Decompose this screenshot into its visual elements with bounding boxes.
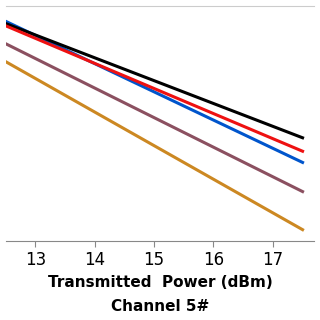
X-axis label: Transmitted  Power (dBm)
Channel 5#: Transmitted Power (dBm) Channel 5# <box>48 275 272 315</box>
